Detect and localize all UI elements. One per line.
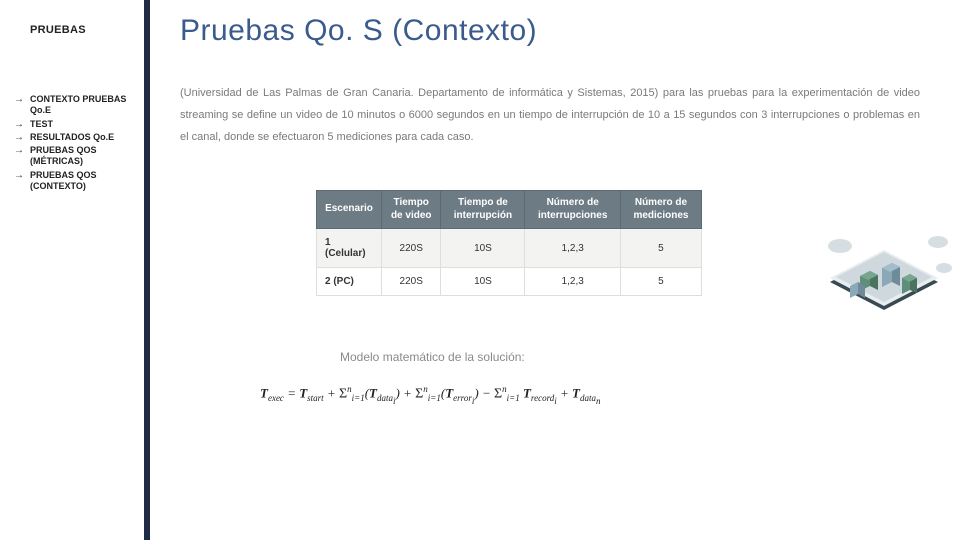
cell: 2 (PC): [317, 268, 382, 296]
sidebar-item-label: TEST: [30, 119, 53, 130]
col-escenario: Escenario: [317, 191, 382, 229]
table-row: 2 (PC) 220S 10S 1,2,3 5: [317, 268, 702, 296]
sidebar-item-label: RESULTADOS Qo.E: [30, 132, 114, 143]
cell: 5: [620, 268, 701, 296]
arrow-right-icon: →: [14, 145, 24, 156]
cell: 220S: [381, 268, 441, 296]
main-content: Pruebas Qo. S (Contexto) (Universidad de…: [180, 0, 940, 148]
arrow-right-icon: →: [14, 170, 24, 181]
model-formula: Texec = Tstart + Σni=1(Tdatai) + Σni=1(T…: [260, 384, 601, 406]
table-header-row: Escenario Tiempo de video Tiempo de inte…: [317, 191, 702, 229]
col-num-interrupciones: Número de interrupciones: [525, 191, 620, 229]
cell: 5: [620, 229, 701, 268]
sidebar-section-title: PRUEBAS: [30, 24, 86, 36]
cell: 220S: [381, 229, 441, 268]
col-tiempo-interrupcion: Tiempo de interrupción: [441, 191, 525, 229]
sidebar-item-resultados[interactable]: → RESULTADOS Qo.E: [14, 132, 140, 143]
sidebar-item-label: PRUEBAS QOS (CONTEXTO): [30, 170, 140, 193]
sidebar-nav: → CONTEXTO PRUEBAS Qo.E → TEST → RESULTA…: [14, 94, 140, 194]
sidebar-item-contexto[interactable]: → CONTEXTO PRUEBAS Qo.E: [14, 94, 140, 117]
page-title: Pruebas Qo. S (Contexto): [180, 14, 940, 48]
col-tiempo-video: Tiempo de video: [381, 191, 441, 229]
sidebar-item-qos-contexto[interactable]: → PRUEBAS QOS (CONTEXTO): [14, 170, 140, 193]
scenarios-table: Escenario Tiempo de video Tiempo de inte…: [316, 190, 702, 296]
sidebar-item-qos-metricas[interactable]: → PRUEBAS QOS (MÉTRICAS): [14, 145, 140, 168]
cell: 1,2,3: [525, 229, 620, 268]
cell: 1,2,3: [525, 268, 620, 296]
sidebar: PRUEBAS → CONTEXTO PRUEBAS Qo.E → TEST →…: [0, 0, 150, 540]
model-caption: Modelo matemático de la solución:: [340, 350, 525, 364]
sidebar-accent-bar: [144, 0, 150, 540]
sidebar-item-label: PRUEBAS QOS (MÉTRICAS): [30, 145, 140, 168]
arrow-right-icon: →: [14, 132, 24, 143]
cell: 1 (Celular): [317, 229, 382, 268]
sidebar-item-test[interactable]: → TEST: [14, 119, 140, 130]
arrow-right-icon: →: [14, 119, 24, 130]
sidebar-item-label: CONTEXTO PRUEBAS Qo.E: [30, 94, 140, 117]
intro-paragraph: (Universidad de Las Palmas de Gran Canar…: [180, 82, 920, 148]
col-num-mediciones: Número de mediciones: [620, 191, 701, 229]
city-device-icon: [820, 232, 952, 332]
arrow-right-icon: →: [14, 94, 24, 105]
cell: 10S: [441, 268, 525, 296]
cell: 10S: [441, 229, 525, 268]
table-row: 1 (Celular) 220S 10S 1,2,3 5: [317, 229, 702, 268]
